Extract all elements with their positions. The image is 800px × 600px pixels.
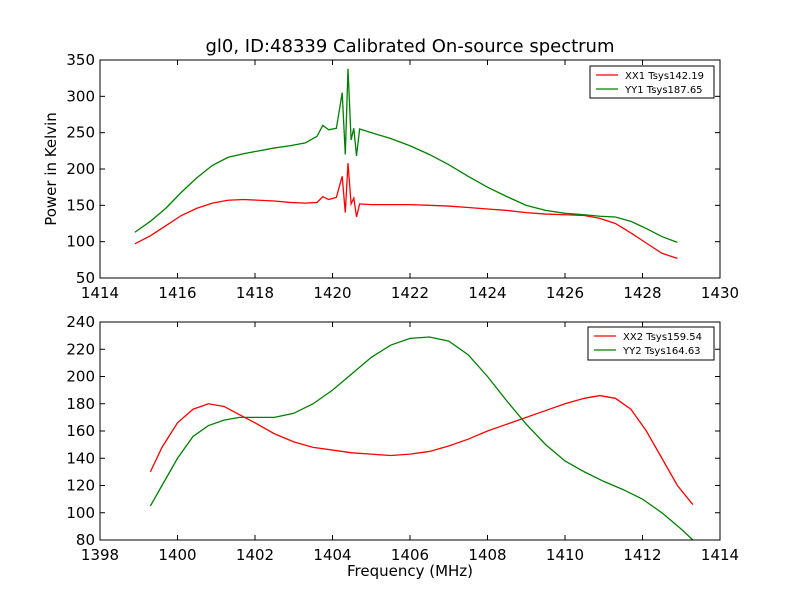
y-tick-label: 100 (66, 233, 95, 251)
y-tick-label: 140 (66, 449, 95, 467)
x-tick-label: 1400 (158, 546, 196, 564)
top-spectrum-panel: 1414 1416 1418 1420 1422 1424 1426 1428 1430 50 10… (66, 51, 739, 302)
y-tick-label: 120 (66, 477, 95, 495)
x-tick-label: 1402 (236, 546, 274, 564)
x-tick-label: 1420 (313, 284, 351, 302)
y-tick-label: 80 (76, 531, 95, 549)
y-tick-label: 150 (66, 196, 95, 214)
y-tick-label: 180 (66, 395, 95, 413)
x-tick-label: 1410 (546, 546, 584, 564)
x-tick-label: 1430 (701, 284, 739, 302)
y-tick-label: 300 (66, 87, 95, 105)
x-tick-label: 1414 (701, 546, 739, 564)
y-tick-label: 200 (66, 160, 95, 178)
x-tick-label: 1406 (391, 546, 429, 564)
legend-label: YY2 Tsys164.63 (622, 346, 701, 357)
y-tick-label: 220 (66, 340, 95, 358)
y-tick-label: 160 (66, 422, 95, 440)
x-tick-label: 1424 (468, 284, 506, 302)
chart-title: gl0, ID:48339 Calibrated On-source spect… (205, 36, 614, 57)
x-tick-label: 1422 (391, 284, 429, 302)
bottom-spectrum-panel: 1398 1400 1402 1404 1406 1408 1410 1412 1414 80 10… (66, 313, 739, 564)
y-tick-label: 350 (66, 51, 95, 69)
x-tick-label: 1404 (313, 546, 351, 564)
x-tick-label: 1416 (158, 284, 196, 302)
x-tick-label: 1398 (81, 546, 119, 564)
series-line-yy1 (134, 68, 678, 243)
y-tick-label: 200 (66, 368, 95, 386)
x-tick-label: 1408 (468, 546, 506, 564)
legend: XX2 Tsys159.54 YY2 Tsys164.63 (587, 326, 715, 361)
series-line-yy2 (149, 336, 694, 541)
x-tick-label: 1426 (546, 284, 584, 302)
legend-label: XX1 Tsys142.19 (625, 71, 704, 82)
x-tick-label: 1412 (623, 546, 661, 564)
y-tick-label: 250 (66, 124, 95, 142)
series-line-xx2 (149, 394, 694, 505)
y-axis-label: Power in Kelvin (42, 112, 60, 226)
legend-box (589, 65, 715, 99)
y-tick-label: 240 (66, 313, 95, 331)
legend-box (587, 326, 715, 361)
legend-label: YY1 Tsys187.65 (624, 85, 703, 96)
legend: XX1 Tsys142.19 YY1 Tsys187.65 (589, 65, 715, 99)
x-axis-label: Frequency (MHz) (347, 562, 473, 580)
y-tick-label: 100 (66, 504, 95, 522)
x-tick-label: 1418 (236, 284, 274, 302)
y-tick-label: 50 (76, 269, 95, 287)
x-tick-label: 1414 (81, 284, 119, 302)
series-line-xx1 (134, 163, 678, 259)
x-tick-label: 1428 (623, 284, 661, 302)
legend-label: XX2 Tsys159.54 (623, 332, 702, 343)
